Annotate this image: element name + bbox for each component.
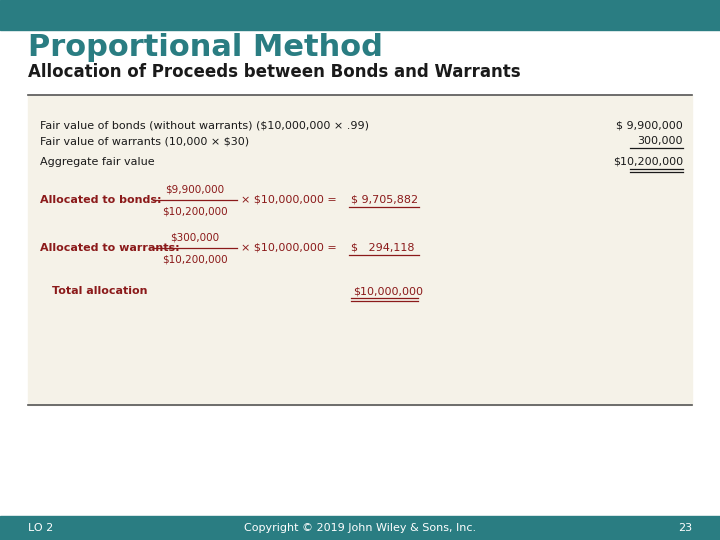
Text: Copyright © 2019 John Wiley & Sons, Inc.: Copyright © 2019 John Wiley & Sons, Inc.	[244, 523, 476, 533]
Text: $ 9,705,882: $ 9,705,882	[351, 195, 418, 205]
Text: Allocated to bonds:: Allocated to bonds:	[40, 195, 161, 205]
Bar	[28, 95, 692, 405]
Text: 300,000: 300,000	[637, 136, 683, 146]
Text: LO 2: LO 2	[28, 523, 53, 533]
Text: $10,200,000: $10,200,000	[162, 254, 228, 264]
Bar	[0, 0, 720, 30]
Text: × $10,000,000 =: × $10,000,000 =	[241, 195, 341, 205]
Text: Fair value of warrants (10,000 × $30): Fair value of warrants (10,000 × $30)	[40, 136, 249, 146]
Bar	[0, 516, 720, 540]
Text: Total allocation: Total allocation	[52, 286, 148, 296]
Text: 23: 23	[678, 523, 692, 533]
Text: $10,000,000: $10,000,000	[353, 286, 423, 296]
Text: × $10,000,000 =: × $10,000,000 =	[241, 243, 341, 253]
Text: $9,900,000: $9,900,000	[166, 184, 225, 194]
Text: Proportional Method: Proportional Method	[28, 33, 383, 63]
Text: Fair value of bonds (without warrants) ($10,000,000 × .99): Fair value of bonds (without warrants) (…	[40, 120, 369, 130]
Text: $ 9,900,000: $ 9,900,000	[616, 120, 683, 130]
Text: Allocated to warrants:: Allocated to warrants:	[40, 243, 179, 253]
Text: $300,000: $300,000	[171, 232, 220, 242]
Text: $10,200,000: $10,200,000	[613, 157, 683, 167]
Text: Aggregate fair value: Aggregate fair value	[40, 157, 155, 167]
Text: $   294,118: $ 294,118	[351, 243, 415, 253]
Text: $10,200,000: $10,200,000	[162, 206, 228, 216]
Text: Allocation of Proceeds between Bonds and Warrants: Allocation of Proceeds between Bonds and…	[28, 63, 521, 81]
